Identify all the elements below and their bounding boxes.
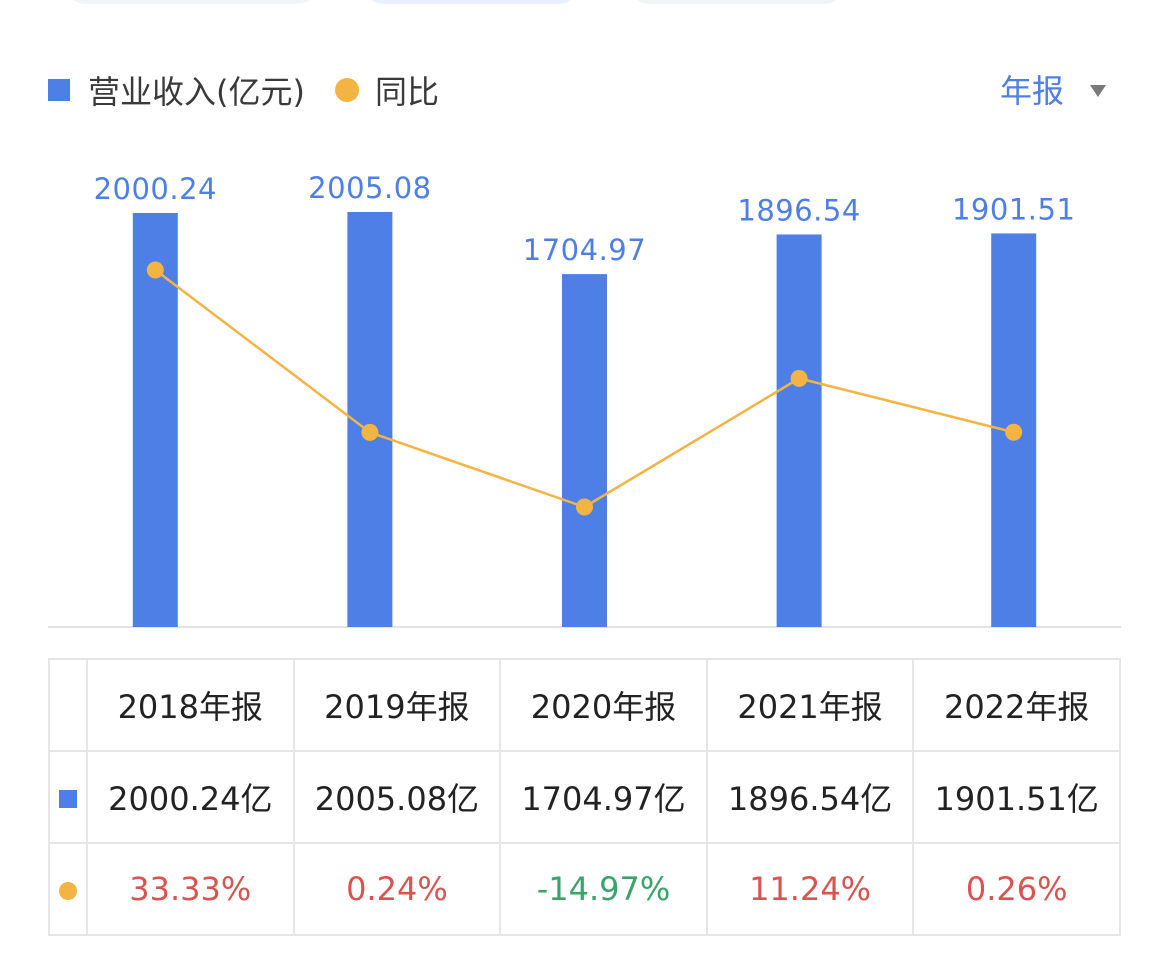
tab-pill-2[interactable]: [362, 0, 580, 4]
table-cell-revenue: 1704.97亿: [499, 750, 708, 844]
legend-yoy-label: 同比: [374, 73, 439, 111]
table-cell-yoy: 0.26%: [912, 842, 1121, 936]
bar-value-label: 2000.24: [94, 172, 217, 206]
caret-down-icon: [1090, 85, 1106, 97]
yoy-point: [790, 369, 808, 387]
tab-pill-1[interactable]: [64, 0, 319, 4]
table-row-marker: [48, 842, 88, 936]
data-table: 2018年报 2019年报 2020年报 2021年报 2022年报 2000.…: [48, 658, 1121, 936]
bar: [562, 274, 607, 627]
yoy-point: [576, 498, 593, 516]
table-cell-yoy: 33.33%: [86, 842, 295, 936]
table-corner-cell: [48, 658, 88, 752]
table-row-revenue: 2000.24亿 2005.08亿 1704.97亿 1896.54亿 1901…: [48, 750, 1121, 844]
table-header-cell: 2018年报: [86, 658, 295, 752]
period-selector[interactable]: 年报: [1000, 66, 1106, 112]
yoy-point: [361, 423, 379, 441]
table-cell-yoy: -14.97%: [499, 842, 708, 936]
table-cell-revenue: 1901.51亿: [912, 750, 1121, 844]
table-cell-yoy: 11.24%: [705, 842, 915, 936]
table-header-cell: 2022年报: [912, 658, 1121, 752]
table-header-cell: 2021年报: [705, 658, 915, 752]
table-row-yoy: 33.33% 0.24% -14.97% 11.24% 0.26%: [48, 842, 1121, 936]
table-cell-revenue: 2005.08亿: [292, 750, 502, 844]
bar-value-label: 2005.08: [308, 171, 431, 205]
table-cell-revenue: 2000.24亿: [86, 750, 295, 844]
bar: [776, 234, 822, 627]
table-row-marker: [48, 750, 88, 844]
bar-value-label: 1896.54: [737, 193, 860, 227]
table-cell-yoy: 0.24%: [292, 842, 502, 936]
bar-legend-icon: [48, 79, 70, 101]
table-header-cell: 2020年报: [499, 658, 708, 752]
table-cell-revenue: 1896.54亿: [705, 750, 915, 844]
table-header-row: 2018年报 2019年报 2020年报 2021年报 2022年报: [48, 658, 1121, 752]
chart-legend: 营业收入(亿元) 同比: [48, 68, 439, 112]
bar-value-label: 1704.97: [523, 233, 646, 267]
period-selector-label: 年报: [999, 72, 1064, 110]
bar-value-label: 1901.51: [952, 192, 1075, 226]
legend-revenue-label: 营业收入(亿元): [88, 73, 305, 111]
table-header-cell: 2019年报: [292, 658, 502, 752]
dot-marker-icon: [59, 882, 77, 900]
yoy-point: [146, 261, 164, 279]
tab-pill-3[interactable]: [628, 0, 846, 4]
revenue-chart: 2000.24 2005.08 1704.97 1896.54 1901.51: [48, 171, 1121, 628]
line-legend-icon: [334, 78, 359, 102]
yoy-point: [1005, 423, 1023, 441]
bar-marker-icon: [59, 790, 77, 808]
